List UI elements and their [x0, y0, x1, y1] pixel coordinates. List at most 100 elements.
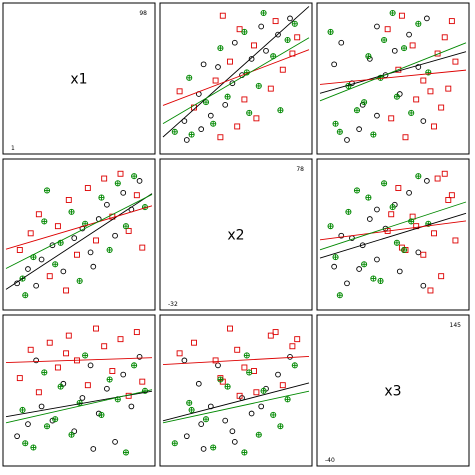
data-point	[217, 45, 224, 52]
data-point	[117, 170, 124, 177]
data-point	[57, 383, 64, 390]
panel-frame	[159, 314, 313, 467]
data-point	[253, 389, 260, 396]
data-point	[441, 170, 448, 177]
fit-line-g3	[319, 42, 467, 102]
data-point	[374, 256, 380, 263]
data-point	[365, 194, 372, 201]
data-point	[98, 411, 105, 418]
data-point	[68, 431, 75, 438]
data-point	[224, 93, 231, 100]
data-point	[241, 28, 248, 35]
data-point	[186, 399, 193, 406]
data-point	[74, 251, 80, 258]
data-point	[413, 96, 420, 103]
data-point	[200, 61, 207, 68]
range-min-label: -32	[168, 301, 178, 308]
data-point	[231, 438, 238, 445]
data-point	[251, 42, 257, 49]
panel-x1-vs-x3	[316, 2, 470, 155]
data-point	[332, 254, 339, 261]
data-point	[272, 18, 279, 25]
data-point	[291, 20, 298, 27]
data-point	[294, 34, 301, 41]
data-point	[248, 56, 255, 62]
variable-label: x1	[70, 72, 87, 88]
data-point	[241, 364, 248, 371]
data-point	[191, 339, 197, 346]
data-point	[128, 403, 135, 410]
data-point	[374, 206, 380, 213]
data-point	[109, 368, 116, 374]
data-point	[219, 12, 226, 19]
data-point	[71, 235, 78, 241]
fit-line-g1	[162, 382, 310, 422]
data-point	[344, 280, 350, 287]
data-point	[374, 112, 380, 119]
data-point	[448, 18, 455, 25]
data-point	[212, 77, 219, 84]
data-point	[427, 287, 434, 294]
data-point	[16, 247, 23, 253]
data-point	[188, 406, 195, 414]
data-point	[106, 376, 113, 383]
data-point	[101, 343, 108, 350]
data-point	[396, 268, 403, 275]
data-point	[291, 362, 298, 369]
data-point	[415, 20, 422, 27]
data-point	[344, 137, 350, 143]
data-point	[76, 277, 83, 284]
data-point	[401, 246, 408, 254]
data-point	[133, 329, 140, 336]
panel-frame	[316, 158, 470, 311]
data-point	[120, 189, 127, 196]
fit-line-g2	[162, 355, 310, 366]
panel-frame	[2, 2, 156, 155]
data-point	[356, 126, 362, 132]
data-point	[438, 273, 445, 280]
panel-frame	[2, 314, 156, 467]
data-point	[27, 346, 34, 353]
data-point	[287, 354, 293, 360]
data-point	[255, 431, 262, 438]
data-point	[195, 380, 202, 387]
data-point	[133, 192, 140, 199]
data-point	[272, 329, 279, 336]
panel-x2-vs-x1	[2, 158, 156, 311]
range-min-label: 1	[11, 145, 15, 152]
data-point	[248, 410, 255, 417]
panel-x3-vs-x2	[159, 314, 313, 467]
data-point	[391, 47, 398, 54]
fit-line-g1	[5, 193, 153, 290]
data-point	[365, 53, 372, 60]
data-point	[68, 208, 75, 215]
data-point	[125, 227, 132, 234]
data-point	[122, 223, 129, 230]
data-point	[359, 242, 366, 249]
data-point	[452, 237, 459, 244]
panel-frame	[159, 2, 313, 155]
data-point	[401, 45, 408, 52]
data-point	[87, 249, 94, 256]
fit-line-g2	[5, 205, 153, 250]
panel-x3-vs-x3: x3 145 -40	[316, 314, 470, 467]
data-point	[217, 134, 224, 141]
data-point	[377, 277, 384, 284]
fit-line-g3	[162, 390, 310, 424]
data-point	[287, 15, 293, 22]
data-point	[415, 173, 422, 180]
fit-line-g3	[5, 389, 153, 424]
data-point	[448, 192, 455, 199]
panel-frame	[159, 158, 313, 311]
data-point	[136, 354, 143, 360]
data-point	[331, 263, 337, 270]
data-point	[241, 449, 248, 456]
fit-line-g2	[319, 69, 467, 85]
data-point	[84, 382, 91, 389]
data-point	[424, 178, 430, 184]
data-point	[424, 15, 430, 22]
data-point	[279, 382, 286, 389]
data-point	[253, 115, 260, 122]
data-point	[16, 375, 23, 382]
